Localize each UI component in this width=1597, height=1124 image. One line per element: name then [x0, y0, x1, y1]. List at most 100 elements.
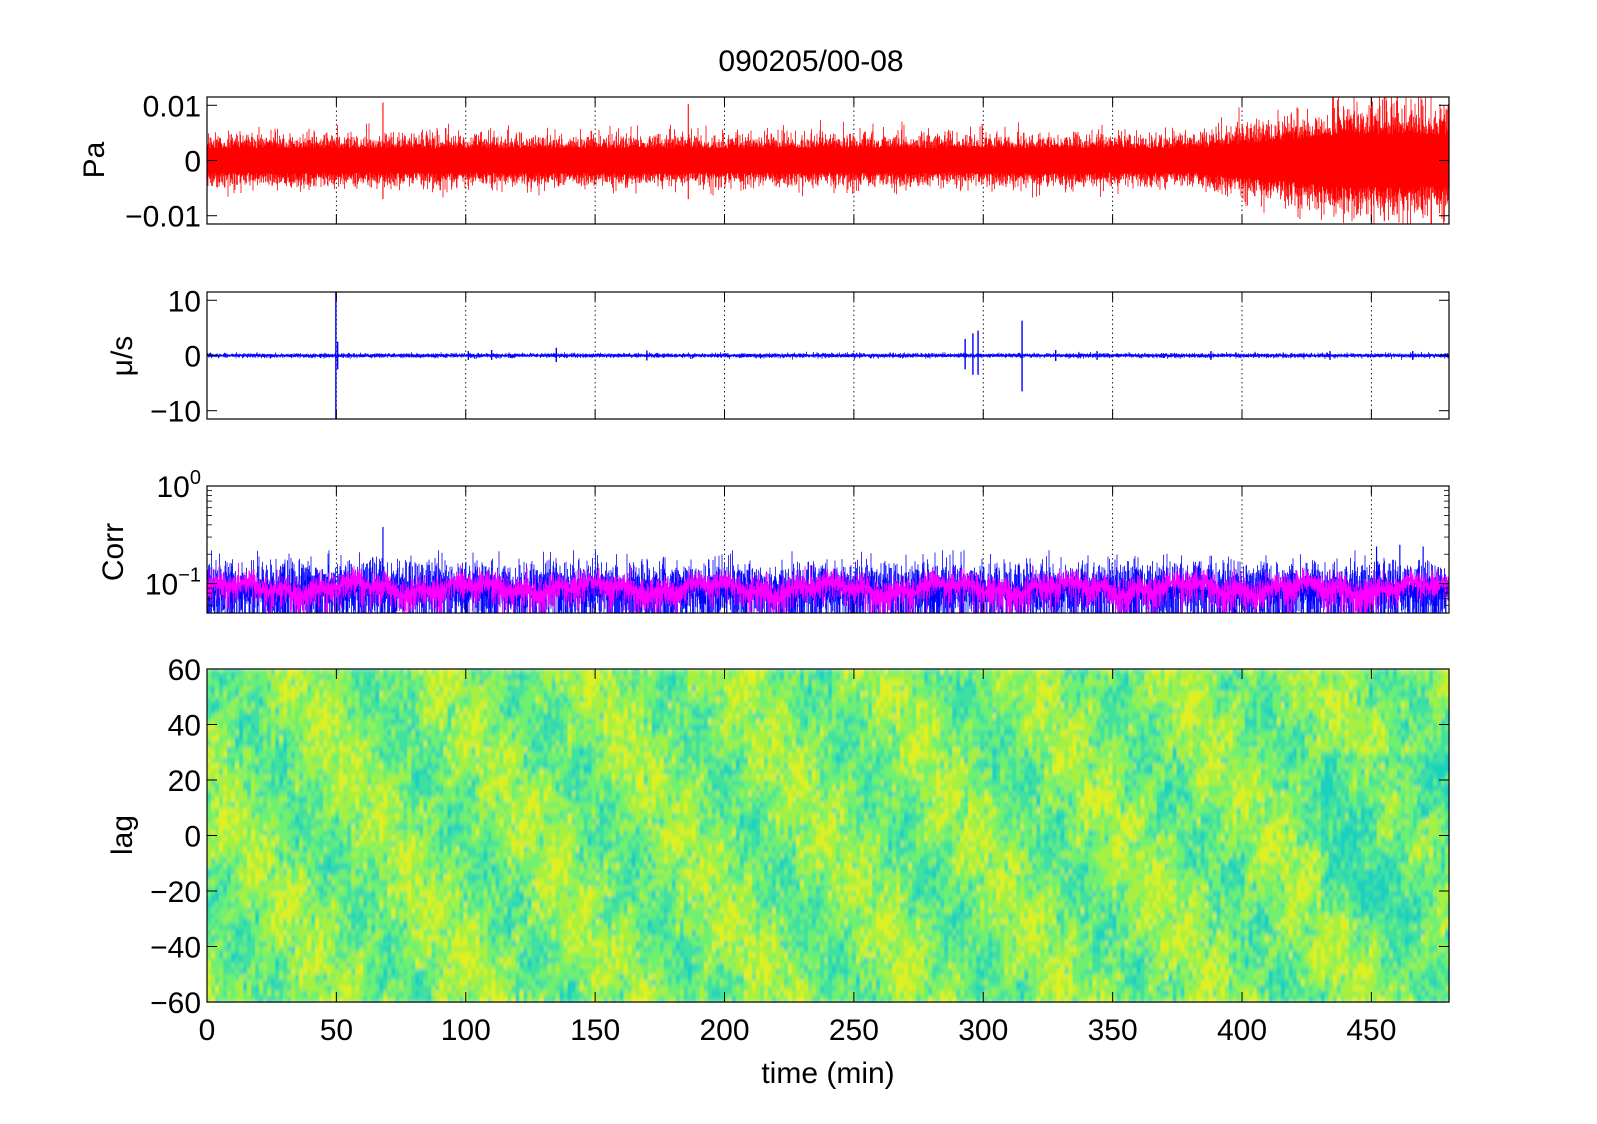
heatmap-cell [291, 741, 296, 748]
heatmap-cell [379, 752, 384, 759]
heatmap-cell [427, 968, 432, 975]
heatmap-cell [391, 735, 396, 742]
heatmap-cell [231, 929, 236, 936]
heatmap-cell [403, 835, 408, 842]
heatmap-cell [459, 768, 465, 776]
heatmap-cell [495, 807, 501, 814]
heatmap-cell [339, 868, 344, 875]
heatmap-cell [391, 741, 396, 748]
heatmap-cell [423, 818, 428, 825]
heatmap-cell [267, 802, 272, 809]
heatmap-cell [295, 918, 300, 925]
heatmap-cell [323, 968, 328, 975]
heatmap-cell [251, 935, 256, 942]
heatmap-cell [291, 907, 296, 914]
heatmap-cell [291, 835, 296, 842]
heatmap-cell [215, 768, 220, 776]
heatmap-cell [447, 824, 452, 831]
heatmap-cell [495, 730, 501, 737]
heatmap-cell [391, 879, 396, 887]
heatmap-cell [427, 696, 432, 703]
heatmap-cell [279, 957, 284, 964]
heatmap-cell [419, 707, 424, 714]
heatmap-cell [247, 968, 252, 975]
heatmap-cell [395, 785, 400, 792]
heatmap-cell [359, 746, 364, 753]
heatmap-cell [227, 924, 232, 931]
heatmap-cell [327, 896, 332, 903]
heatmap-cell [527, 696, 533, 703]
heatmap-cell [399, 852, 404, 859]
heatmap-cell [471, 730, 477, 737]
heatmap-cell [211, 807, 216, 814]
heatmap-cell [287, 957, 292, 964]
heatmap-cell [523, 924, 529, 931]
heatmap-cell [243, 718, 248, 726]
heatmap-cell [423, 768, 428, 776]
heatmap-cell [259, 735, 264, 742]
heatmap-cell [259, 863, 264, 870]
heatmap-cell [331, 879, 336, 887]
heatmap-cell [303, 963, 308, 970]
heatmap-cell [427, 863, 432, 870]
heatmap-cell [247, 874, 252, 881]
heatmap-cell [311, 885, 316, 892]
heatmap-cell [431, 957, 436, 964]
heatmap-cell [307, 879, 312, 887]
heatmap-cell [415, 735, 420, 742]
heatmap-cell [367, 863, 372, 870]
heatmap-cell [207, 835, 212, 842]
heatmap-cell [371, 730, 376, 737]
heatmap-cell [411, 985, 416, 992]
heatmap-cell [283, 852, 288, 859]
heatmap-cell [511, 763, 517, 770]
heatmap-cell [355, 807, 360, 814]
heatmap-cell [319, 785, 324, 792]
heatmap-cell [311, 785, 316, 792]
heatmap-cell [279, 741, 284, 748]
heatmap-cell [215, 907, 220, 914]
heatmap-cell [271, 857, 276, 864]
heatmap-cell [319, 735, 324, 742]
heatmap-cell [447, 896, 452, 903]
heatmap-cell [515, 774, 521, 781]
heatmap-cell [491, 924, 497, 931]
heatmap-cell [231, 835, 236, 842]
heatmap-cell [379, 674, 384, 681]
heatmap-cell [271, 952, 276, 959]
heatmap-cell [327, 730, 332, 737]
heatmap-cell [259, 879, 264, 887]
heatmap-cell [423, 680, 428, 687]
heatmap-cell [523, 824, 529, 831]
heatmap-cell [495, 802, 501, 809]
heatmap-cell [507, 874, 513, 881]
heatmap-cell [431, 874, 436, 881]
heatmap-cell [267, 724, 272, 731]
heatmap-cell [379, 818, 384, 825]
heatmap-cell [327, 857, 332, 864]
heatmap-cell [319, 824, 324, 831]
heatmap-cell [519, 774, 525, 781]
heatmap-cell [487, 857, 493, 864]
heatmap-cell [235, 757, 240, 764]
correlation-ylabel: Corr [97, 523, 130, 581]
heatmap-cell [291, 968, 296, 975]
heatmap-cell [207, 796, 212, 803]
heatmap-cell [291, 691, 296, 698]
heatmap-cell [519, 963, 525, 970]
heatmap-cell [235, 735, 240, 742]
heatmap-cell [283, 691, 288, 698]
heatmap-cell [383, 996, 388, 1003]
heatmap-cell [219, 757, 224, 764]
heatmap-cell [383, 768, 388, 776]
heatmap-cell [255, 768, 260, 776]
heatmap-cell [495, 924, 501, 931]
heatmap-cell [375, 735, 380, 742]
heatmap-cell [303, 891, 308, 898]
heatmap-cell [383, 735, 388, 742]
heatmap-cell [403, 996, 408, 1003]
heatmap-cell [439, 696, 444, 703]
heatmap-cell [323, 907, 328, 914]
heatmap-cell [271, 990, 276, 998]
heatmap-cell [271, 996, 276, 1003]
